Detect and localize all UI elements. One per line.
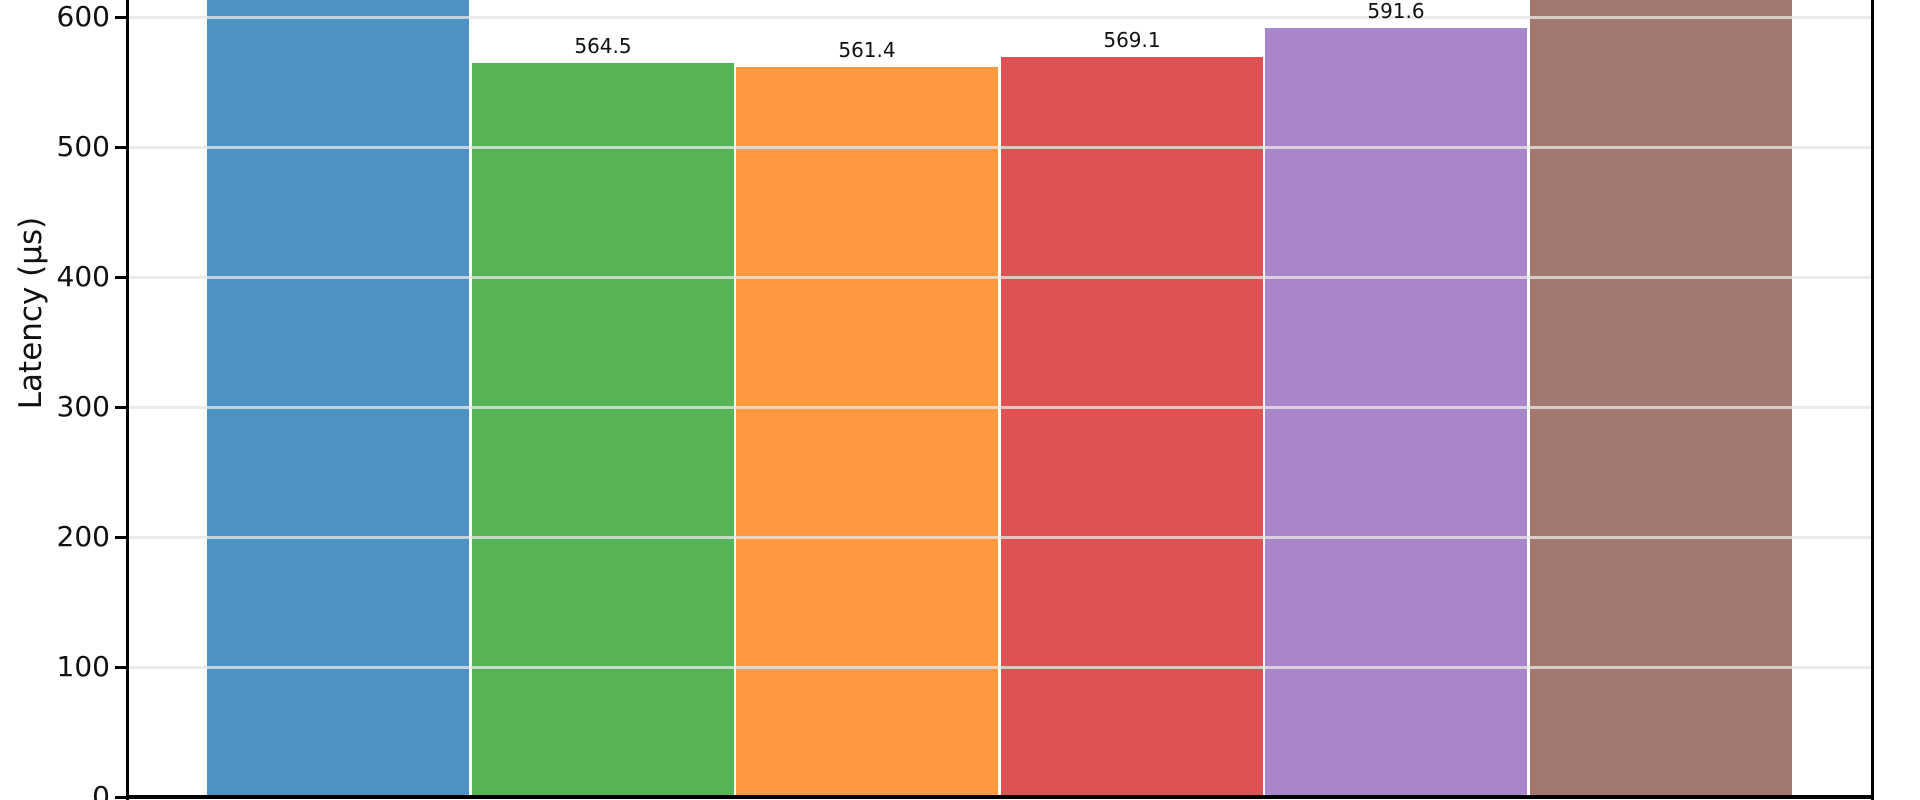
- y-tick-label-300: 300: [56, 390, 110, 423]
- bar-4: [1001, 57, 1263, 797]
- y-tick-label-200: 200: [56, 520, 110, 553]
- gridline-500: [128, 146, 1872, 149]
- y-tick-mark-200: [115, 536, 126, 539]
- gridline-600: [128, 16, 1872, 19]
- gridline-400: [128, 276, 1872, 279]
- y-tick-mark-600: [115, 16, 126, 19]
- y-tick-label-0: 0: [92, 780, 110, 800]
- gridline-300: [128, 406, 1872, 409]
- bar-value-label-2: 564.5: [574, 34, 632, 58]
- y-tick-mark-100: [115, 666, 126, 669]
- bar-value-label-3: 561.4: [838, 38, 896, 62]
- bar-5: [1265, 28, 1527, 797]
- y-tick-label-400: 400: [56, 260, 110, 293]
- y-axis-title: Latency (μs): [13, 216, 49, 410]
- bar-3: [736, 67, 998, 797]
- y-tick-mark-0: [115, 796, 126, 799]
- y-tick-mark-400: [115, 276, 126, 279]
- bar-value-label-4: 569.1: [1103, 28, 1161, 52]
- bar-2: [472, 63, 734, 797]
- y-tick-label-600: 600: [56, 0, 110, 33]
- y-tick-mark-500: [115, 146, 126, 149]
- bar-1: [207, 0, 469, 797]
- bar-6: [1530, 0, 1792, 797]
- x-axis-spine: [126, 795, 1874, 799]
- gridline-100: [128, 666, 1872, 669]
- y-tick-mark-300: [115, 406, 126, 409]
- gridline-200: [128, 536, 1872, 539]
- right-spine: [1871, 0, 1874, 800]
- y-tick-label-100: 100: [56, 650, 110, 683]
- y-tick-label-500: 500: [56, 130, 110, 163]
- y-axis-spine: [126, 0, 129, 800]
- bar-value-label-5: 591.6: [1367, 0, 1425, 23]
